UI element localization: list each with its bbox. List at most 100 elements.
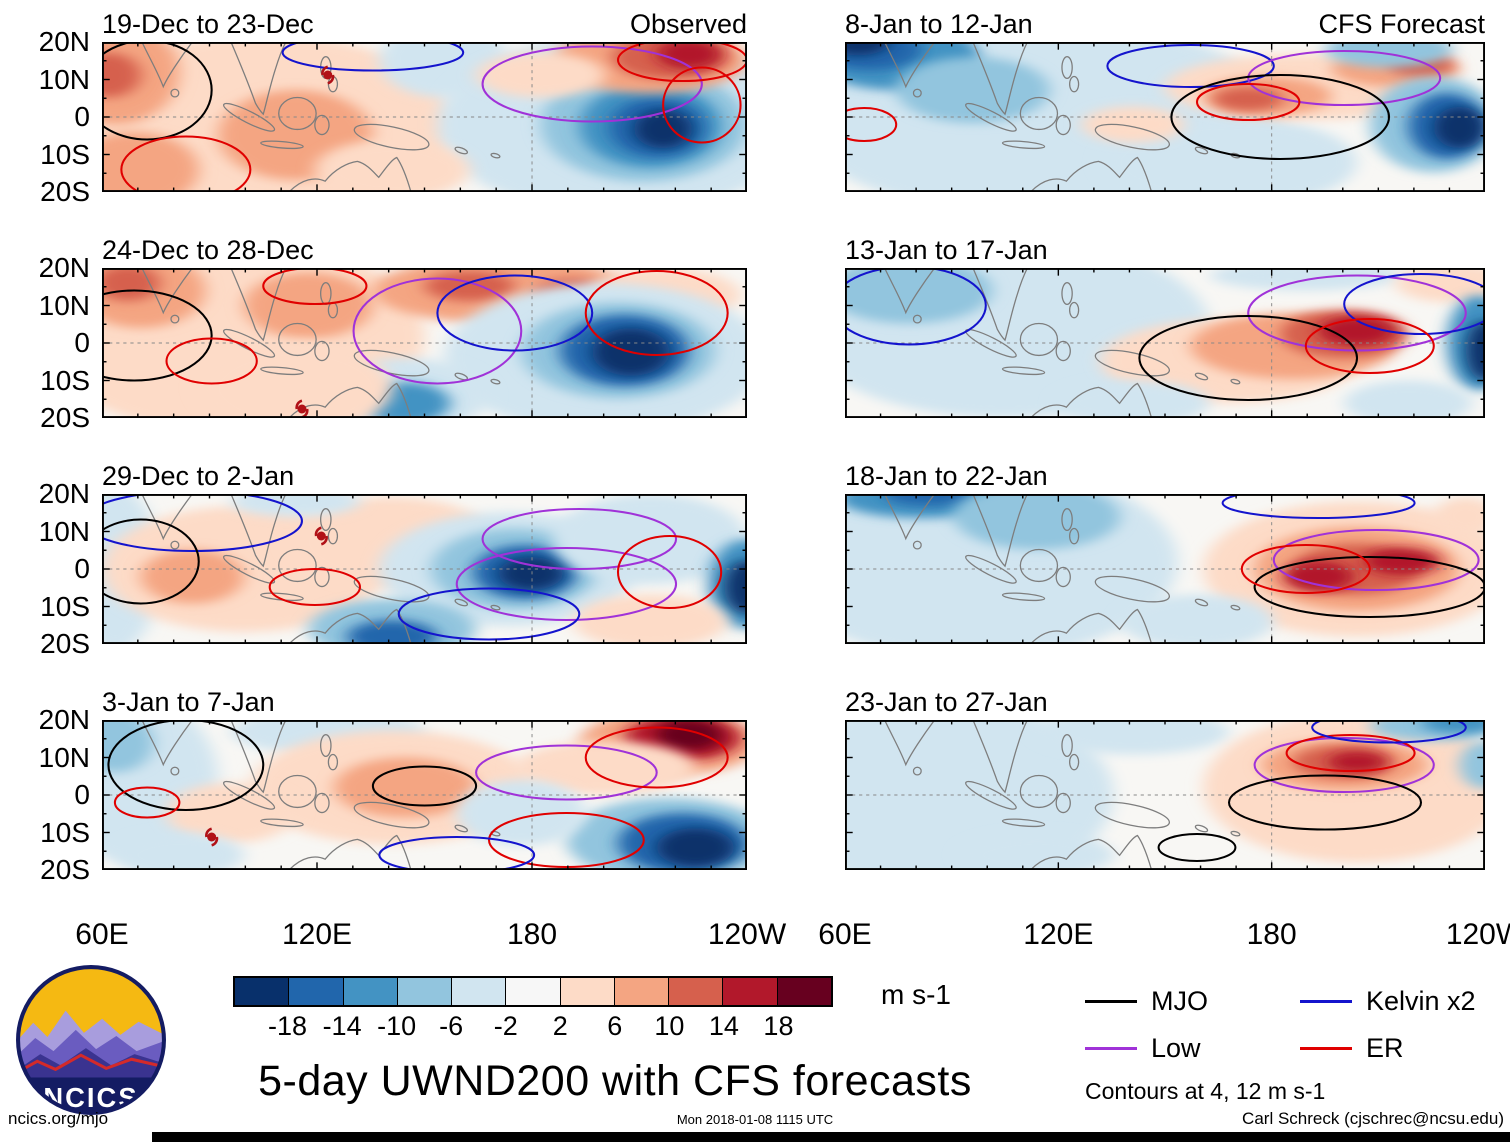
map-canvas (102, 494, 747, 644)
ncics-logo: NCICS (15, 964, 167, 1116)
y-axis-labels: 20N 10N 0 10S 20S (12, 704, 102, 885)
y-tick-label: 20S (40, 854, 90, 885)
panel-date-range: 13-Jan to 17-Jan (845, 235, 1048, 265)
legend-label: Low (1151, 1033, 1201, 1063)
legend-label: ER (1366, 1033, 1404, 1063)
map-plot (845, 494, 1485, 644)
colorbar-ticks: -18 -14 -10 -6 -2 2 6 10 14 18 (233, 1007, 833, 1043)
y-tick-label: 20N (38, 26, 90, 57)
map-panel: 19-Dec to 23-Dec Observed 20N 10N 0 10S 20S (12, 8, 747, 207)
maps-grid: 19-Dec to 23-Dec Observed 20N 10N 0 10S 20S 24-… (12, 8, 1510, 958)
legend-line-swatch (1300, 1000, 1352, 1003)
colorbar-segment (289, 978, 344, 1005)
panel-date-range: 8-Jan to 12-Jan (845, 9, 1033, 39)
y-tick-label: 20S (40, 402, 90, 433)
figure-title: 5-day UWND200 with CFS forecasts (258, 1057, 972, 1105)
column-type-label: CFS Forecast (1318, 9, 1485, 39)
y-tick-label: 20N (38, 252, 90, 283)
colorbar-tick-label: 14 (708, 1011, 739, 1041)
x-axis-labels-observed: 60E 120E 180 120W (75, 914, 786, 958)
map-panel: 13-Jan to 17-Jan (845, 234, 1485, 418)
y-axis-labels: 20N 10N 0 10S 20S (12, 26, 102, 207)
panel-header: 23-Jan to 27-Jan (845, 686, 1485, 718)
x-tick-label: 120E (1023, 918, 1094, 951)
map-canvas (102, 720, 747, 870)
y-tick-label: 0 (74, 779, 90, 810)
panel-date-range: 18-Jan to 22-Jan (845, 461, 1048, 491)
y-tick-label: 0 (74, 101, 90, 132)
legend-line-swatch (1300, 1047, 1352, 1050)
footer-timestamp: Mon 2018-01-08 1115 UTC (676, 1112, 834, 1127)
footer: ncics.org/mjo Mon 2018-01-08 1115 UTC Ca… (0, 1108, 1510, 1142)
forecast-panels: 8-Jan to 12-Jan CFS Forecast 13-Jan to 17-… (845, 8, 1485, 912)
y-axis-labels: 20N 10N 0 10S 20S (12, 252, 102, 433)
map-row (845, 268, 1485, 418)
colorbar-tick-label: -2 (493, 1011, 518, 1041)
footer-url: ncics.org/mjo (8, 1109, 109, 1128)
legend-item: MJO (1085, 986, 1290, 1017)
map-row (845, 42, 1485, 192)
map-row (845, 494, 1485, 644)
map-panel: 23-Jan to 27-Jan (845, 686, 1485, 870)
forecast-column: 8-Jan to 12-Jan CFS Forecast 13-Jan to 17-… (818, 8, 1510, 958)
legend-line-swatch (1085, 1047, 1137, 1050)
legend-label: MJO (1151, 986, 1208, 1016)
colorbar-segment (723, 978, 778, 1005)
map-plot (845, 720, 1485, 870)
colorbar-segment (669, 978, 724, 1005)
panel-date-range: 19-Dec to 23-Dec (102, 9, 314, 39)
colorbar-row: -18 -14 -10 -6 -2 2 6 10 14 18 m s-1 (233, 976, 1045, 1043)
column-type-label: Observed (629, 9, 747, 39)
logo-red-ridge-line (18, 1053, 164, 1075)
colorbar-tick-label: 10 (654, 1011, 685, 1041)
map-panel: 8-Jan to 12-Jan CFS Forecast (845, 8, 1485, 192)
map-panel: 18-Jan to 22-Jan (845, 460, 1485, 644)
panel-header: 19-Dec to 23-Dec Observed (12, 8, 747, 40)
y-tick-label: 0 (74, 327, 90, 358)
colorbar-tick-label: -14 (322, 1011, 362, 1041)
map-row: 20N 10N 0 10S 20S (12, 478, 747, 659)
map-canvas (845, 494, 1485, 644)
legend: MJO Kelvin x2 Low ER Contours at 4, 12 m s-… (1085, 964, 1505, 1105)
x-tick-label: 180 (1246, 918, 1297, 951)
y-tick-label: 10S (40, 590, 90, 622)
observed-panels: 19-Dec to 23-Dec Observed 20N 10N 0 10S 20S 24-… (12, 8, 747, 912)
colorbar-frame: -18 -14 -10 -6 -2 2 6 10 14 18 (233, 976, 833, 1043)
panel-header: 29-Dec to 2-Jan (12, 460, 747, 492)
colorbar-segment (397, 978, 453, 1005)
x-tick-label: 180 (506, 918, 558, 951)
colorbar-tick-label: -6 (439, 1011, 464, 1041)
panel-date-range: 3-Jan to 7-Jan (102, 687, 275, 717)
y-tick-label: 10S (40, 816, 90, 848)
y-tick-label: 20N (38, 704, 90, 735)
y-axis-labels: 20N 10N 0 10S 20S (12, 478, 102, 659)
y-tick-label: 20S (40, 628, 90, 659)
y-tick-label: 10N (38, 63, 90, 95)
panel-header: 8-Jan to 12-Jan CFS Forecast (845, 8, 1485, 40)
legend-items: MJO Kelvin x2 Low ER (1085, 986, 1505, 1064)
x-tick-label: 60E (75, 918, 129, 951)
panel-header: 3-Jan to 7-Jan (12, 686, 747, 718)
map-plot (845, 42, 1485, 192)
colorbar-and-title-block: -18 -14 -10 -6 -2 2 6 10 14 18 m s-1 5-day UWND20… (185, 964, 1045, 1106)
observed-column: 19-Dec to 23-Dec Observed 20N 10N 0 10S 20S 24-… (12, 8, 787, 958)
map-canvas (102, 268, 747, 418)
ncics-logo-image: NCICS (16, 965, 166, 1115)
legend-item: ER (1300, 1033, 1505, 1064)
map-panel: 3-Jan to 7-Jan 20N 10N 0 10S 20S (12, 686, 747, 885)
map-canvas (845, 268, 1485, 418)
legend-note: Contours at 4, 12 m s-1 (1085, 1078, 1326, 1104)
colorbar-segment (235, 978, 290, 1005)
map-canvas (102, 42, 747, 192)
map-row: 20N 10N 0 10S 20S (12, 26, 747, 207)
footer-credit: Carl Schreck (cjschrec@ncsu.edu) (1242, 1109, 1504, 1128)
map-plot (102, 42, 747, 192)
map-plot (102, 268, 747, 418)
map-plot (102, 494, 747, 644)
panel-header: 24-Dec to 28-Dec (12, 234, 747, 266)
colorbar-segment (506, 978, 561, 1005)
legend-line-swatch (1085, 1000, 1137, 1003)
panel-date-range: 23-Jan to 27-Jan (845, 687, 1048, 717)
map-plot (845, 268, 1485, 418)
panel-header: 18-Jan to 22-Jan (845, 460, 1485, 492)
